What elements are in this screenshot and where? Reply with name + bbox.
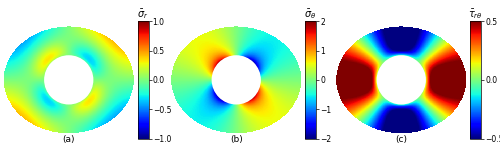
Text: (c): (c)	[395, 135, 407, 144]
Text: (b): (b)	[230, 135, 242, 144]
Title: $\bar{\sigma}_r$: $\bar{\sigma}_r$	[138, 7, 148, 21]
Title: $\bar{\sigma}_\theta$: $\bar{\sigma}_\theta$	[304, 7, 316, 21]
Title: $\bar{\tau}_{r\theta}$: $\bar{\tau}_{r\theta}$	[468, 7, 483, 21]
Circle shape	[212, 56, 260, 104]
Circle shape	[378, 56, 425, 104]
Text: (a): (a)	[62, 135, 75, 144]
Circle shape	[45, 56, 92, 104]
